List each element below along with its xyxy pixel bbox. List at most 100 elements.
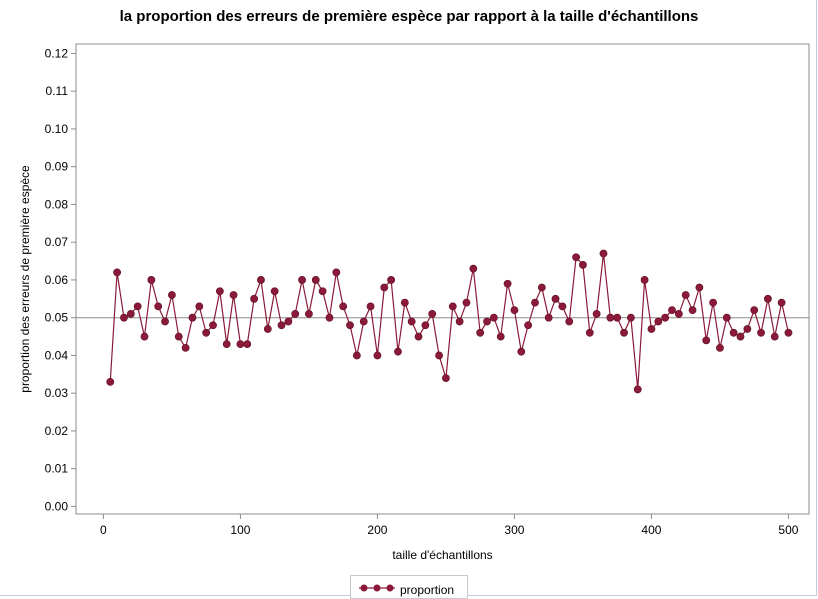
data-point: [702, 336, 711, 345]
data-point: [620, 328, 628, 337]
data-point: [277, 321, 286, 330]
data-point: [106, 377, 115, 386]
x-tick-label: 200: [367, 523, 387, 537]
data-point: [332, 268, 341, 277]
data-point: [551, 294, 560, 303]
data-point: [407, 317, 416, 326]
data-point: [695, 283, 704, 292]
data-point: [387, 276, 396, 284]
data-point: [510, 306, 519, 315]
x-tick-label: 100: [230, 523, 250, 537]
data-point: [496, 332, 505, 341]
data-point: [421, 321, 430, 330]
y-tick-label: 0.06: [45, 273, 69, 287]
data-point: [688, 306, 697, 315]
data-point: [633, 385, 642, 394]
data-point: [476, 328, 485, 337]
data-point: [140, 332, 149, 341]
data-point: [250, 294, 259, 303]
x-axis-label: taille d'échantillons: [392, 548, 492, 562]
data-point: [373, 351, 382, 360]
data-point: [366, 302, 375, 311]
y-tick-label: 0.09: [45, 160, 69, 174]
data-point: [236, 340, 245, 349]
data-point: [489, 313, 498, 322]
data-point: [181, 343, 190, 352]
data-point: [380, 283, 389, 292]
data-point: [517, 347, 526, 356]
x-tick-label: 0: [100, 523, 107, 537]
data-point: [757, 328, 765, 337]
y-tick-label: 0.12: [45, 46, 69, 60]
series-line: [109, 253, 790, 390]
data-point: [763, 294, 772, 303]
data-point: [462, 298, 471, 307]
data-point: [606, 313, 615, 322]
data-point: [174, 332, 183, 341]
data-point: [544, 313, 553, 322]
legend-label: proportion: [400, 583, 455, 597]
data-point: [263, 325, 272, 333]
data-point: [270, 287, 279, 296]
y-tick-label: 0.04: [45, 348, 69, 362]
data-point: [394, 347, 402, 356]
data-point: [709, 298, 717, 307]
data-point: [654, 317, 663, 326]
data-point: [215, 287, 224, 296]
data-point: [640, 276, 649, 284]
data-point: [243, 340, 252, 349]
data-point: [229, 291, 238, 299]
data-point: [209, 321, 217, 330]
data-point: [400, 298, 409, 307]
data-point: [483, 317, 491, 326]
data-point: [195, 302, 204, 311]
data-point: [626, 313, 635, 322]
data-point: [681, 291, 690, 299]
data-point: [661, 313, 670, 322]
data-point: [599, 249, 608, 258]
data-point: [161, 317, 169, 326]
data-point: [339, 302, 348, 311]
data-point: [154, 302, 163, 311]
y-tick-label: 0.08: [45, 197, 69, 211]
data-point: [579, 260, 587, 269]
data-point: [750, 306, 759, 315]
data-point: [359, 317, 368, 326]
data-point: [284, 317, 293, 326]
data-point: [572, 253, 580, 262]
data-point: [133, 302, 142, 311]
data-point: [668, 306, 676, 315]
data-point: [565, 317, 574, 326]
data-point: [722, 313, 731, 322]
data-point: [729, 328, 738, 337]
data-point: [305, 310, 313, 318]
y-tick-label: 0.11: [46, 84, 69, 98]
y-tick-label: 0.02: [45, 424, 69, 438]
data-point: [613, 313, 622, 322]
data-point: [202, 328, 211, 337]
data-point: [770, 332, 779, 341]
data-point: [298, 276, 306, 284]
data-point: [647, 325, 656, 333]
data-point: [524, 321, 533, 330]
data-point: [311, 276, 320, 284]
data-point: [318, 287, 327, 296]
data-point: [531, 298, 539, 307]
data-point: [503, 279, 512, 288]
data-point: [674, 310, 683, 318]
data-point: [325, 313, 334, 322]
data-point: [120, 313, 128, 322]
plot-area: [75, 43, 810, 515]
data-point: [736, 332, 745, 341]
data-point: [777, 298, 786, 307]
chart-title: la proportion des erreurs de première es…: [119, 8, 699, 25]
legend: proportion: [350, 575, 468, 599]
data-point: [147, 276, 156, 284]
data-point: [291, 310, 300, 318]
data-point: [168, 291, 176, 299]
data-point: [784, 328, 793, 337]
y-tick-label: 0.03: [45, 386, 69, 400]
data-point: [113, 268, 122, 277]
x-tick-label: 400: [641, 523, 661, 537]
